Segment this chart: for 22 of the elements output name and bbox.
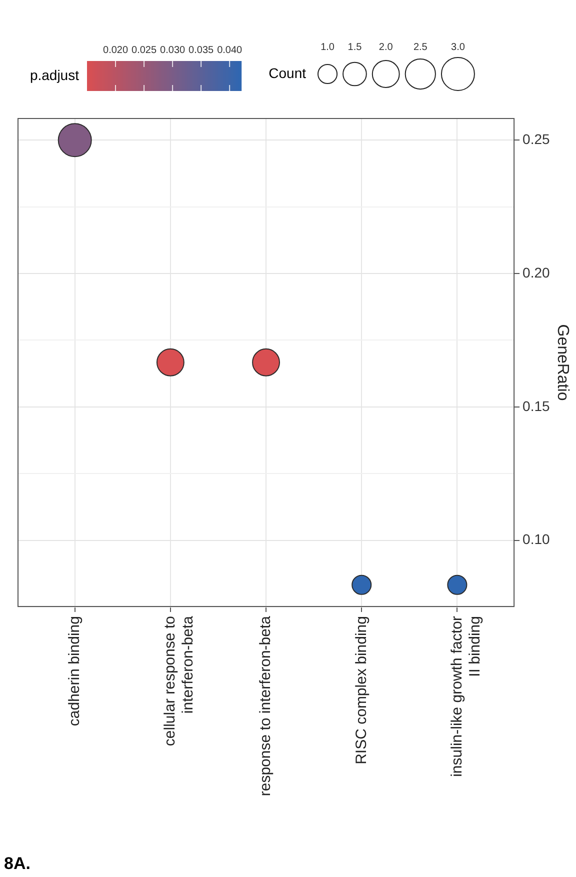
text: 8A. xyxy=(4,854,30,874)
y-tick-label: 0.25 xyxy=(522,131,550,147)
color-bar-label: 0.025 xyxy=(132,44,157,56)
legend-label: 1.0 xyxy=(320,42,335,53)
x-tick-label: cadherin binding xyxy=(66,616,83,726)
y-tick-label: 0.15 xyxy=(522,398,550,414)
color-bar-label: 0.030 xyxy=(160,44,186,56)
color-bar-label: 0.035 xyxy=(188,44,214,56)
legend-label: 2.0 xyxy=(378,42,394,53)
x-tick-label: insulin-like growth factor II binding xyxy=(448,616,484,777)
y-axis-title: GeneRatio xyxy=(554,324,571,401)
legend-title: Count xyxy=(268,64,306,81)
x-tick-label: response to interferon-beta xyxy=(257,615,274,796)
color-bar-title: p.adjust xyxy=(30,66,80,83)
legend-label: 2.5 xyxy=(413,42,428,53)
y-tick-label: 0.20 xyxy=(522,264,550,280)
x-tick-label: RISC complex binding xyxy=(352,616,370,764)
legend-label: 3.0 xyxy=(451,42,466,53)
legend-label: 1.5 xyxy=(348,42,362,53)
y-tick-label: 0.10 xyxy=(522,531,550,548)
color-bar-label: 0.020 xyxy=(103,44,128,56)
color-bar-label: 0.040 xyxy=(217,44,243,56)
